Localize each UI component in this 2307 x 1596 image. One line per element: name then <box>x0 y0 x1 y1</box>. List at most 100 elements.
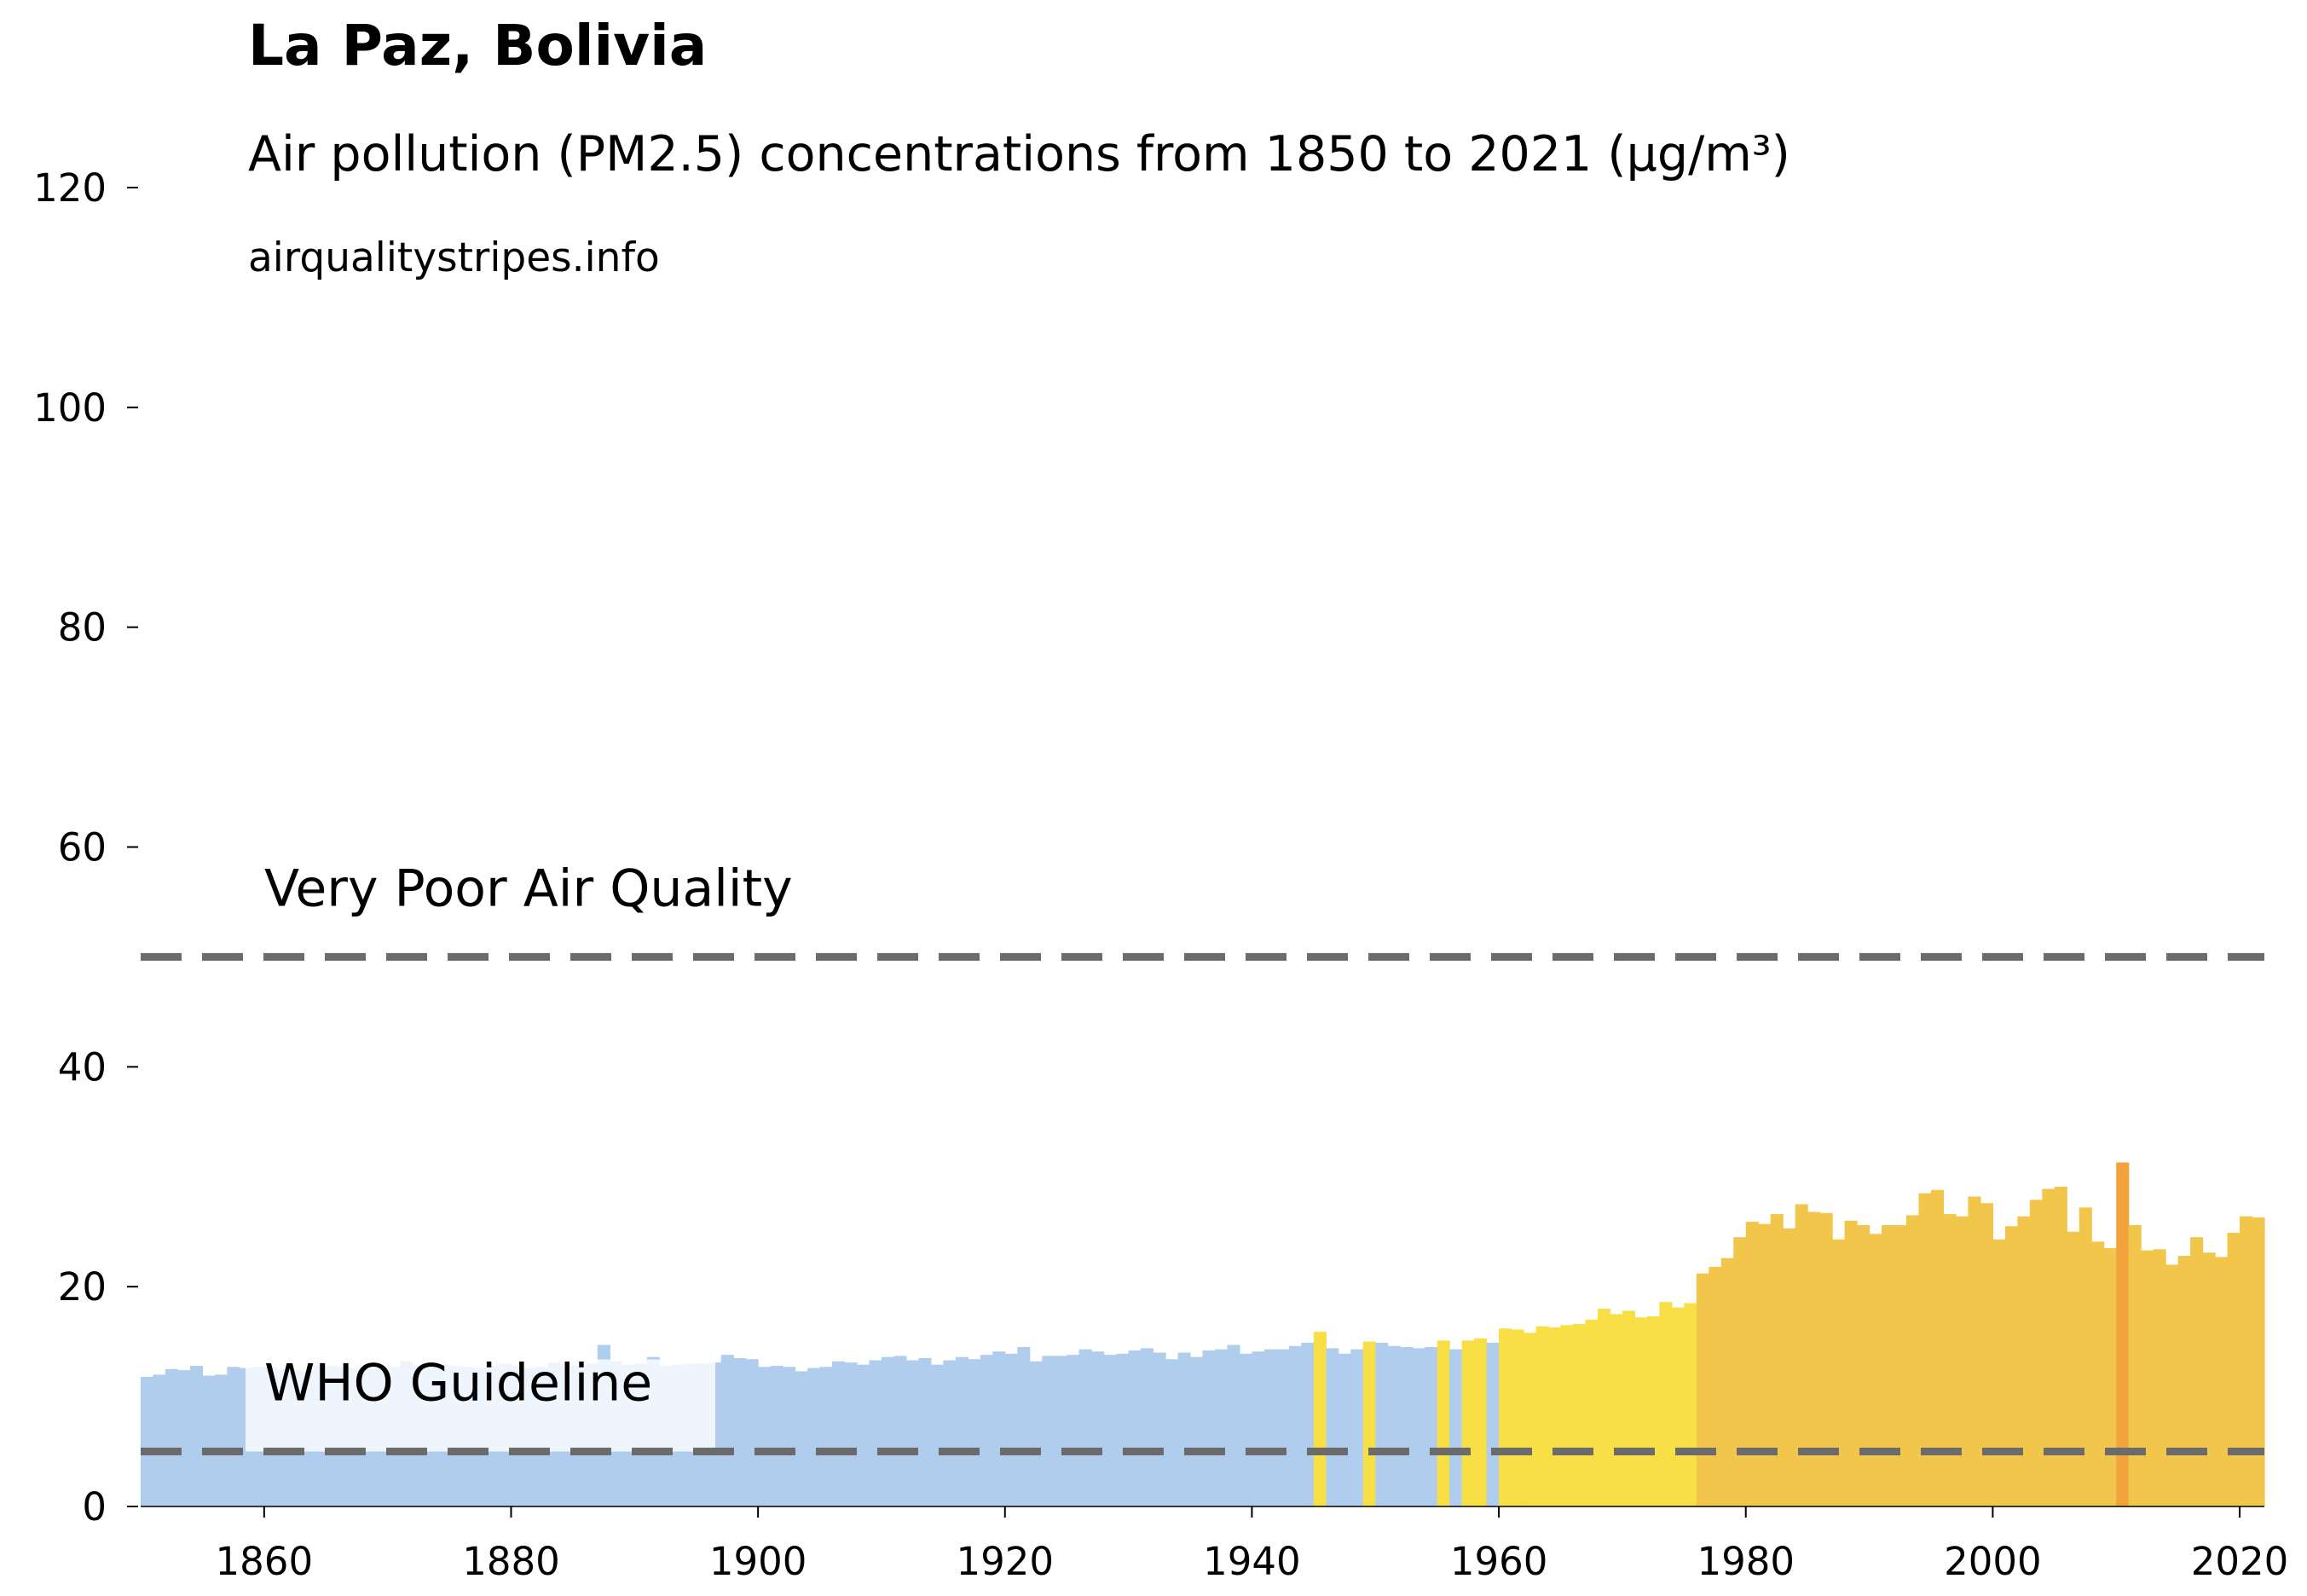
y-tick-label: 120 <box>33 165 107 211</box>
bar <box>2128 1224 2142 1506</box>
bar <box>1795 1204 1808 1506</box>
x-tick-label: 1880 <box>462 1539 560 1584</box>
x-tick-label: 1860 <box>216 1539 314 1584</box>
bar <box>2042 1188 2055 1506</box>
bar <box>720 1355 734 1506</box>
bar <box>819 1367 833 1506</box>
bar <box>1116 1353 1130 1506</box>
bar <box>1387 1345 1401 1506</box>
bar <box>943 1360 957 1506</box>
y-tick-label: 60 <box>58 825 107 870</box>
bar <box>881 1356 895 1506</box>
bar <box>733 1357 747 1506</box>
bar <box>1400 1347 1414 1506</box>
bar <box>189 1365 204 1506</box>
bar <box>2029 1200 2043 1506</box>
bar <box>153 1374 166 1506</box>
bar <box>202 1375 216 1506</box>
bar <box>758 1367 772 1506</box>
axes: Very Poor Air Quality WHO Guideline 0 20 40 6… <box>33 165 2288 1584</box>
y-tick-label: 100 <box>33 385 107 431</box>
bar <box>1918 1193 1932 1506</box>
bars <box>141 1162 2265 1506</box>
bar <box>1572 1323 1587 1506</box>
x-tick-label: 2000 <box>1944 1539 2042 1584</box>
bar <box>1288 1345 1302 1506</box>
bar <box>1449 1349 1463 1506</box>
bar <box>1770 1214 1784 1506</box>
bar <box>2177 1256 2191 1506</box>
x-tick-label: 1960 <box>1450 1539 1548 1584</box>
bar <box>2227 1232 2241 1506</box>
bar <box>2103 1248 2117 1506</box>
bar <box>1239 1353 1253 1506</box>
bar <box>1634 1317 1648 1506</box>
bar <box>1474 1338 1488 1506</box>
bar <box>2165 1264 2179 1506</box>
bar <box>1671 1307 1685 1506</box>
reference-label: WHO Guideline <box>264 1354 652 1414</box>
bar <box>1437 1340 1450 1506</box>
bar <box>1696 1273 1709 1506</box>
bar <box>1733 1237 1747 1506</box>
bar <box>1869 1234 1882 1506</box>
bar <box>1425 1347 1438 1506</box>
bar <box>1103 1355 1117 1506</box>
bar <box>1511 1329 1524 1506</box>
bar <box>1054 1356 1067 1506</box>
label-background <box>246 1359 715 1452</box>
source: airqualitystripes.info <box>248 234 660 281</box>
bar <box>1832 1239 1846 1506</box>
bar <box>1412 1348 1425 1506</box>
bar <box>1955 1216 1969 1506</box>
bar <box>1177 1352 1191 1506</box>
bar <box>968 1359 981 1506</box>
bar <box>1252 1351 1265 1506</box>
bar <box>1906 1215 1920 1506</box>
bar <box>2004 1226 2018 1506</box>
bar <box>1486 1342 1500 1506</box>
bar <box>1610 1314 1623 1506</box>
bar <box>2116 1162 2130 1506</box>
bar <box>905 1360 920 1506</box>
bar <box>1548 1327 1562 1506</box>
x-tick-label: 1900 <box>709 1539 807 1584</box>
bar <box>1857 1224 1870 1506</box>
y-tick-label: 40 <box>58 1044 107 1090</box>
bar <box>1684 1303 1697 1506</box>
bar <box>745 1359 759 1506</box>
x-tick-label: 1980 <box>1697 1539 1795 1584</box>
bar <box>1362 1341 1376 1506</box>
bar <box>1078 1349 1092 1506</box>
bar <box>856 1364 870 1506</box>
bar <box>1227 1344 1240 1506</box>
bar <box>1560 1325 1574 1506</box>
bar <box>1992 1239 2006 1506</box>
bar <box>1276 1349 1290 1506</box>
chart-title: La Paz, Bolivia <box>248 13 707 78</box>
bar <box>1968 1196 1981 1506</box>
bar <box>1783 1228 1796 1506</box>
bar <box>2067 1231 2080 1506</box>
bar <box>1202 1350 1216 1506</box>
bar <box>1882 1224 1895 1506</box>
bar <box>1165 1359 1179 1506</box>
bar <box>2017 1216 2031 1506</box>
bar <box>1844 1220 1858 1506</box>
x-tick-label: 1940 <box>1203 1539 1301 1584</box>
bar <box>1930 1189 1945 1506</box>
x-tick-label: 1920 <box>957 1539 1055 1584</box>
bar <box>2153 1249 2166 1506</box>
bar <box>1524 1333 1537 1506</box>
bar <box>770 1365 783 1506</box>
bar <box>1807 1211 1821 1506</box>
y-tick-label: 80 <box>58 605 107 651</box>
bar <box>1004 1353 1018 1506</box>
bar <box>1263 1349 1277 1506</box>
bar <box>1128 1350 1142 1506</box>
bar <box>1585 1319 1599 1506</box>
bar <box>141 1376 154 1506</box>
bar <box>1375 1342 1389 1506</box>
bar <box>165 1368 179 1506</box>
